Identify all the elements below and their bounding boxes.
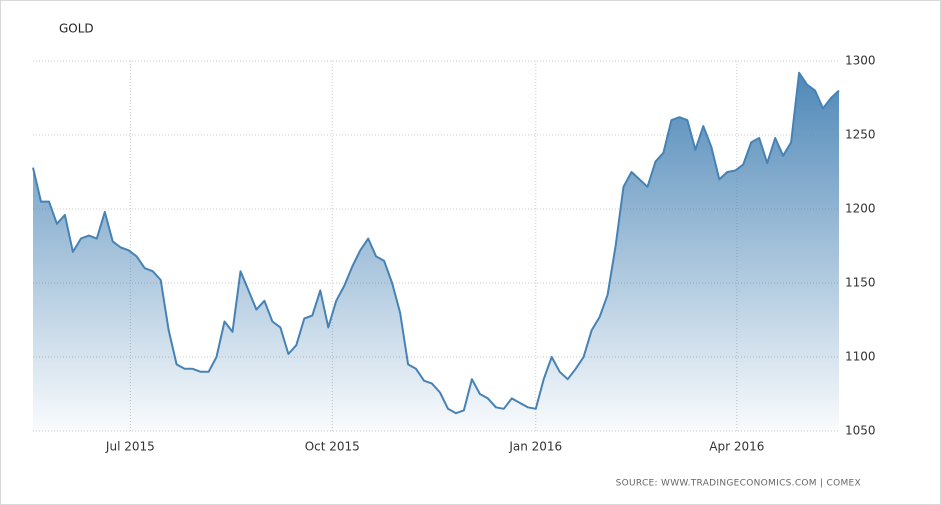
- y-tick-label: 1250: [845, 128, 876, 142]
- y-tick-label: 1150: [845, 276, 876, 290]
- x-tick-label: Apr 2016: [709, 440, 764, 454]
- x-tick-label: Oct 2015: [305, 440, 360, 454]
- y-tick-label: 1050: [845, 424, 876, 438]
- line: [32, 71, 840, 415]
- chart-title: GOLD: [59, 22, 94, 36]
- source-note: SOURCE: WWW.TRADINGECONOMICS.COM | COMEX: [616, 479, 861, 489]
- y-tick-label: 1300: [845, 54, 876, 68]
- x-tick-label: Jul 2015: [105, 440, 155, 454]
- y-tick-label: 1100: [845, 350, 876, 364]
- area: [33, 72, 839, 432]
- x-tick-label: Jan 2016: [508, 440, 562, 454]
- y-tick-label: 1200: [845, 202, 876, 216]
